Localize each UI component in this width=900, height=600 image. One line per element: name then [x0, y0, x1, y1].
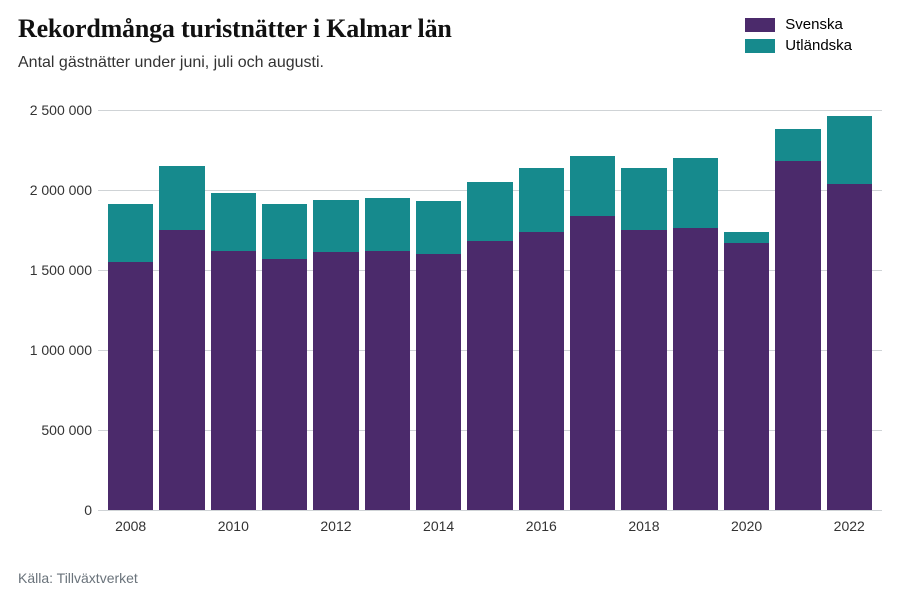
x-tick-label: [159, 518, 204, 534]
chart-container: Rekordmånga turistnätter i Kalmar län An…: [0, 0, 900, 600]
bar-segment-svenska: [365, 251, 410, 510]
x-tick-label: 2022: [827, 518, 872, 534]
y-tick-label: 2 500 000: [12, 102, 92, 118]
bar-segment-utlandska: [211, 193, 256, 251]
bar: [108, 204, 153, 510]
chart-title: Rekordmånga turistnätter i Kalmar län: [18, 14, 452, 44]
x-tick-label: 2008: [108, 518, 153, 534]
bar: [570, 156, 615, 510]
chart-area: 0500 0001 000 0001 500 0002 000 0002 500…: [18, 110, 882, 540]
source-text: Källa: Tillväxtverket: [18, 570, 138, 586]
x-tick-label: 2020: [724, 518, 769, 534]
bar-segment-svenska: [519, 232, 564, 510]
x-tick-label: [673, 518, 718, 534]
x-tick-label: 2016: [519, 518, 564, 534]
header-row: Rekordmånga turistnätter i Kalmar län An…: [18, 14, 882, 72]
x-tick-label: 2012: [313, 518, 358, 534]
bar-segment-svenska: [724, 243, 769, 510]
legend-label: Utländska: [785, 37, 852, 54]
bar-segment-utlandska: [416, 201, 461, 254]
y-tick-label: 0: [12, 502, 92, 518]
bar-segment-utlandska: [775, 129, 820, 161]
y-tick-label: 1 500 000: [12, 262, 92, 278]
bar-segment-svenska: [313, 252, 358, 510]
bar-segment-svenska: [621, 230, 666, 510]
x-tick-label: [775, 518, 820, 534]
bar-segment-utlandska: [262, 204, 307, 258]
bar-segment-svenska: [416, 254, 461, 510]
bar-segment-utlandska: [313, 200, 358, 253]
bar-segment-svenska: [775, 161, 820, 510]
x-tick-label: 2010: [211, 518, 256, 534]
legend-item: Utländska: [745, 37, 852, 54]
bar: [724, 232, 769, 510]
legend-label: Svenska: [785, 16, 843, 33]
bar: [262, 204, 307, 510]
bar-segment-utlandska: [519, 168, 564, 232]
bar: [416, 201, 461, 510]
legend-swatch: [745, 18, 775, 32]
bar: [159, 166, 204, 510]
bar: [621, 168, 666, 510]
bars: [98, 110, 882, 510]
x-tick-label: [262, 518, 307, 534]
bar-segment-svenska: [108, 262, 153, 510]
x-axis: 2008 2010 2012 2014 2016 2018 2020 2022: [98, 510, 882, 540]
bar: [775, 129, 820, 510]
bar-segment-svenska: [570, 216, 615, 510]
y-tick-label: 2 000 000: [12, 182, 92, 198]
bar-segment-utlandska: [467, 182, 512, 241]
bar: [365, 198, 410, 510]
x-tick-label: [570, 518, 615, 534]
bar-segment-svenska: [827, 184, 872, 510]
bar-segment-utlandska: [570, 156, 615, 215]
bar: [673, 158, 718, 510]
bar: [519, 168, 564, 510]
titles: Rekordmånga turistnätter i Kalmar län An…: [18, 14, 452, 72]
bar-segment-utlandska: [621, 168, 666, 230]
chart-subtitle: Antal gästnätter under juni, juli och au…: [18, 54, 452, 72]
bar-segment-svenska: [262, 259, 307, 510]
bar-segment-utlandska: [365, 198, 410, 251]
bar-segment-utlandska: [827, 116, 872, 183]
bar-segment-utlandska: [108, 204, 153, 262]
bar-segment-utlandska: [673, 158, 718, 228]
legend: Svenska Utländska: [745, 14, 882, 58]
bar-segment-svenska: [159, 230, 204, 510]
bar: [467, 182, 512, 510]
bar-segment-svenska: [673, 228, 718, 510]
x-tick-label: 2014: [416, 518, 461, 534]
legend-item: Svenska: [745, 16, 852, 33]
plot-area: [98, 110, 882, 510]
bar-segment-svenska: [467, 241, 512, 510]
bar-segment-utlandska: [724, 232, 769, 243]
bar-segment-utlandska: [159, 166, 204, 230]
x-tick-label: 2018: [621, 518, 666, 534]
y-tick-label: 1 000 000: [12, 342, 92, 358]
bar: [313, 200, 358, 510]
bar-segment-svenska: [211, 251, 256, 510]
y-tick-label: 500 000: [12, 422, 92, 438]
legend-swatch: [745, 39, 775, 53]
x-tick-label: [365, 518, 410, 534]
bar: [211, 193, 256, 510]
bar: [827, 116, 872, 510]
x-tick-label: [467, 518, 512, 534]
